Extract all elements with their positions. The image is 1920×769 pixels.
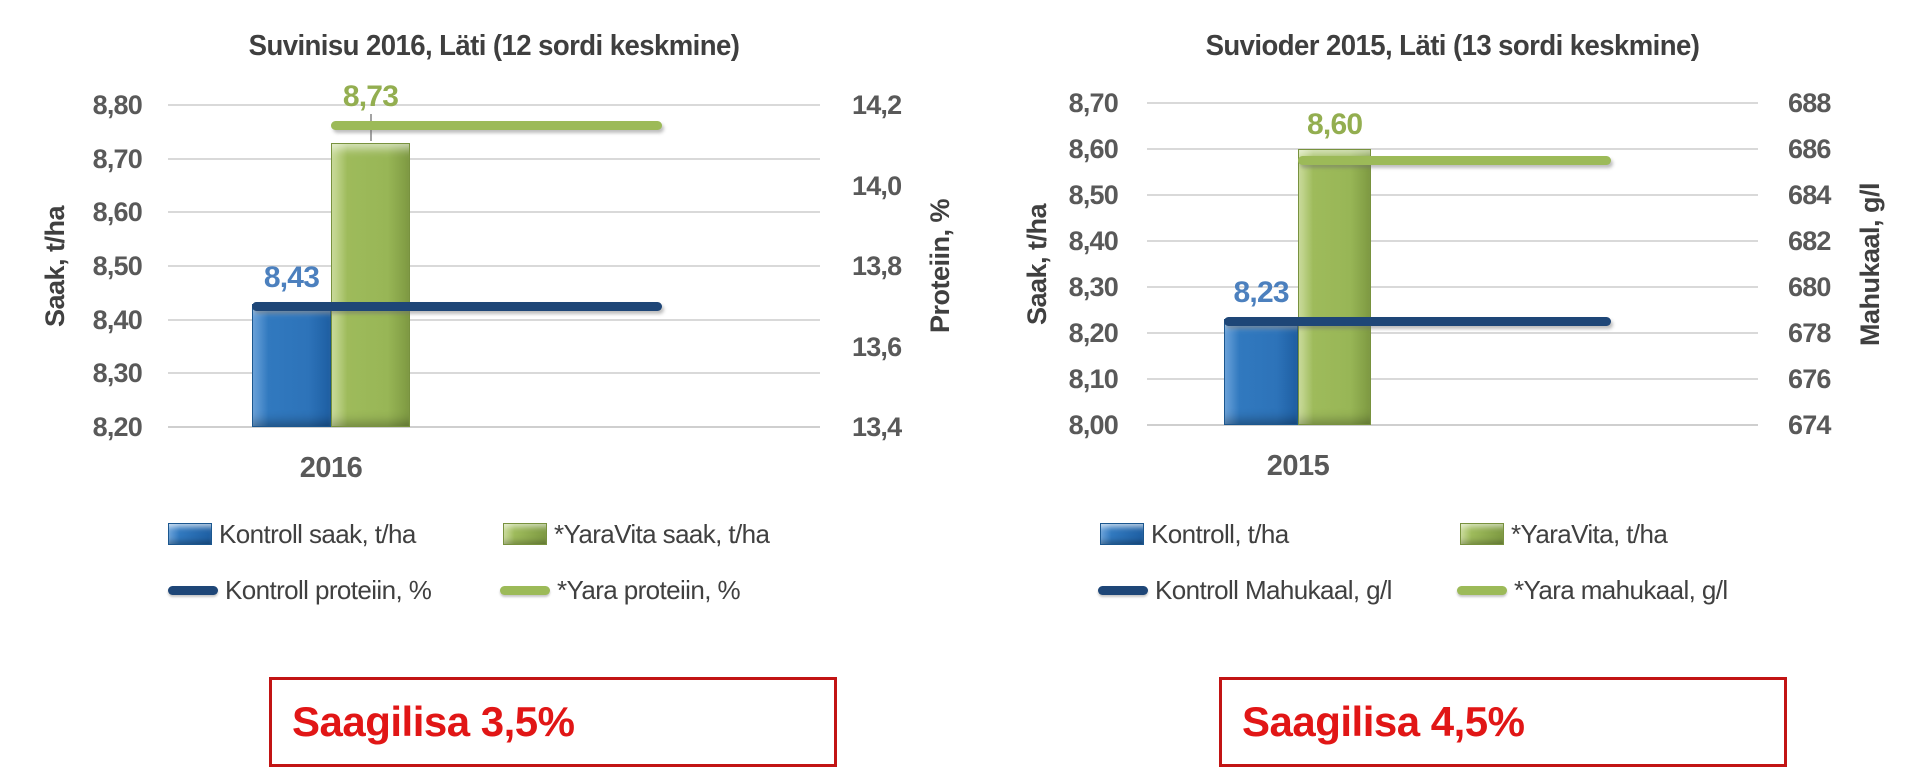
plot-area: 8,80 8,70 8,60 8,50 8,40 8,30 8,20 14,2 14,0 13,8…: [92, 79, 903, 442]
gridline: [168, 426, 820, 428]
bar-data-label: 8,73: [342, 79, 399, 113]
left-axis-tick: 8,10: [1068, 364, 1119, 394]
chart-title: Suvioder 2015, Läti (13 sordi keskmine): [1205, 30, 1700, 62]
legend-item-kontroll-mahukaal: Kontroll Mahukaal, g/l: [1098, 568, 1392, 612]
left-axis-tick: 8,50: [1068, 180, 1119, 210]
gridline: [168, 104, 820, 106]
callout-box: Saagilisa 3,5%: [269, 677, 837, 767]
right-axis-tick: 13,8: [852, 251, 902, 281]
gridline: [1147, 286, 1758, 288]
right-axis-tick: 678: [1788, 318, 1831, 348]
legend-item-kontroll-saak: Kontroll saak, t/ha: [168, 512, 416, 556]
right-axis-tick: 682: [1788, 226, 1831, 256]
right-axis-tick: 686: [1788, 134, 1831, 164]
legend-label: *YaraVita saak, t/ha: [554, 518, 770, 549]
gridline: [168, 372, 820, 375]
gridline: [1147, 378, 1758, 380]
right-axis-tick: 676: [1788, 364, 1831, 394]
left-axis-tick: 8,80: [92, 90, 143, 120]
legend-label: *Yara mahukaal, g/l: [1514, 574, 1728, 605]
bar-data-label: 8,43: [263, 260, 320, 294]
gridline: [168, 157, 820, 160]
legend-label: Kontroll Mahukaal, g/l: [1155, 574, 1392, 605]
gridline: [1147, 148, 1758, 150]
legend-label: Kontroll, t/ha: [1151, 518, 1289, 549]
legend-item-yaravita: *YaraVita, t/ha: [1460, 512, 1668, 556]
bar-green: [331, 142, 410, 427]
bar-data-label: 8,60: [1307, 108, 1363, 141]
gridline: [168, 211, 820, 214]
series-line-navy: [1224, 317, 1612, 326]
green-line-swatch-icon: [500, 585, 550, 595]
right-axis-tick: 680: [1788, 272, 1831, 302]
left-axis-tick: 8,60: [1068, 134, 1119, 164]
right-axis-tick: 13,4: [852, 412, 902, 442]
legend-item-yaravita-saak: *YaraVita saak, t/ha: [503, 512, 770, 556]
category-label: 2016: [299, 452, 363, 484]
left-axis-tick: 8,70: [1068, 88, 1119, 118]
legend-label: *Yara proteiin, %: [557, 574, 741, 605]
left-axis-tick: 8,70: [92, 143, 143, 174]
left-axis-tick: 8,20: [92, 412, 143, 442]
right-axis-tick: 13,6: [852, 331, 902, 362]
gridline: [1147, 332, 1758, 334]
legend-item-yara-proteiin: *Yara proteiin, %: [500, 568, 741, 612]
bar-blue: [252, 303, 331, 427]
left-axis-tick: 8,60: [92, 197, 143, 228]
blue-bar-swatch-icon: [1100, 523, 1144, 545]
left-axis-tick: 8,00: [1068, 410, 1119, 440]
navy-line-swatch-icon: [168, 585, 218, 595]
gridline: [168, 318, 820, 321]
chart-suvioder-2015: Suvioder 2015, Läti (13 sordi keskmine) …: [960, 0, 1920, 769]
gridline: [168, 265, 820, 267]
chart-suvinisu-2016: Suvinisu 2016, Läti (12 sordi keskmine) …: [40, 30, 955, 767]
right-axis-tick: 14,0: [852, 170, 902, 201]
category-label: 2015: [1266, 450, 1330, 482]
left-axis-tick: 8,20: [1068, 318, 1119, 348]
left-axis-tick: 8,30: [1068, 272, 1119, 302]
left-axis-tick: 8,30: [92, 358, 143, 389]
gridline: [1147, 102, 1758, 104]
legend-label: *YaraVita, t/ha: [1511, 518, 1668, 549]
green-bar-swatch-icon: [1460, 523, 1504, 545]
right-axis-tick: 684: [1788, 180, 1831, 210]
green-line-swatch-icon: [1457, 585, 1507, 595]
right-axis-tick: 688: [1788, 88, 1831, 118]
callout-text: Saagilisa 3,5%: [292, 698, 575, 745]
green-bar-swatch-icon: [503, 523, 547, 545]
right-axis-tick: 14,2: [852, 90, 902, 120]
legend-label: Kontroll saak, t/ha: [219, 518, 416, 549]
blue-bar-swatch-icon: [168, 523, 212, 545]
left-axis-tick: 8,50: [92, 251, 143, 281]
legend-item-yara-mahukaal: *Yara mahukaal, g/l: [1457, 568, 1728, 612]
callout-box: Saagilisa 4,5%: [1219, 677, 1787, 767]
bar-blue: [1224, 319, 1298, 425]
plot-area: 8,70 8,60 8,50 8,40 8,30 8,20 8,10 8,00 688 686 68…: [960, 0, 1920, 769]
left-axis-tick: 8,40: [92, 304, 143, 335]
right-axis-tick: 674: [1788, 410, 1831, 440]
chart-title: Suvinisu 2016, Läti (12 sordi keskmine): [248, 30, 740, 62]
legend-item-kontroll: Kontroll, t/ha: [1100, 512, 1289, 556]
gridline: [1147, 194, 1758, 196]
bar-data-label: 8,23: [1233, 276, 1290, 309]
bar-green: [1297, 149, 1372, 425]
gridline: [1147, 240, 1758, 242]
series-line-navy: [252, 301, 663, 311]
gridline: [1147, 424, 1758, 426]
navy-line-swatch-icon: [1098, 585, 1148, 595]
legend-item-kontroll-proteiin: Kontroll proteiin, %: [168, 568, 432, 612]
left-axis-tick: 8,40: [1068, 226, 1119, 256]
legend-label: Kontroll proteiin, %: [225, 574, 432, 605]
callout-text: Saagilisa 4,5%: [1242, 698, 1525, 745]
series-line-green: [331, 120, 663, 130]
series-line-green: [1297, 156, 1612, 165]
